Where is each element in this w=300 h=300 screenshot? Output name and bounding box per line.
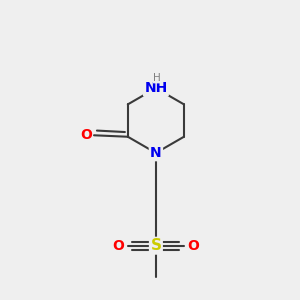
Text: S: S (150, 238, 161, 253)
Text: N: N (150, 146, 162, 160)
Text: O: O (112, 239, 124, 253)
Text: NH: NH (144, 81, 167, 95)
Text: H: H (154, 73, 161, 83)
Text: O: O (80, 128, 92, 142)
Text: O: O (187, 239, 199, 253)
